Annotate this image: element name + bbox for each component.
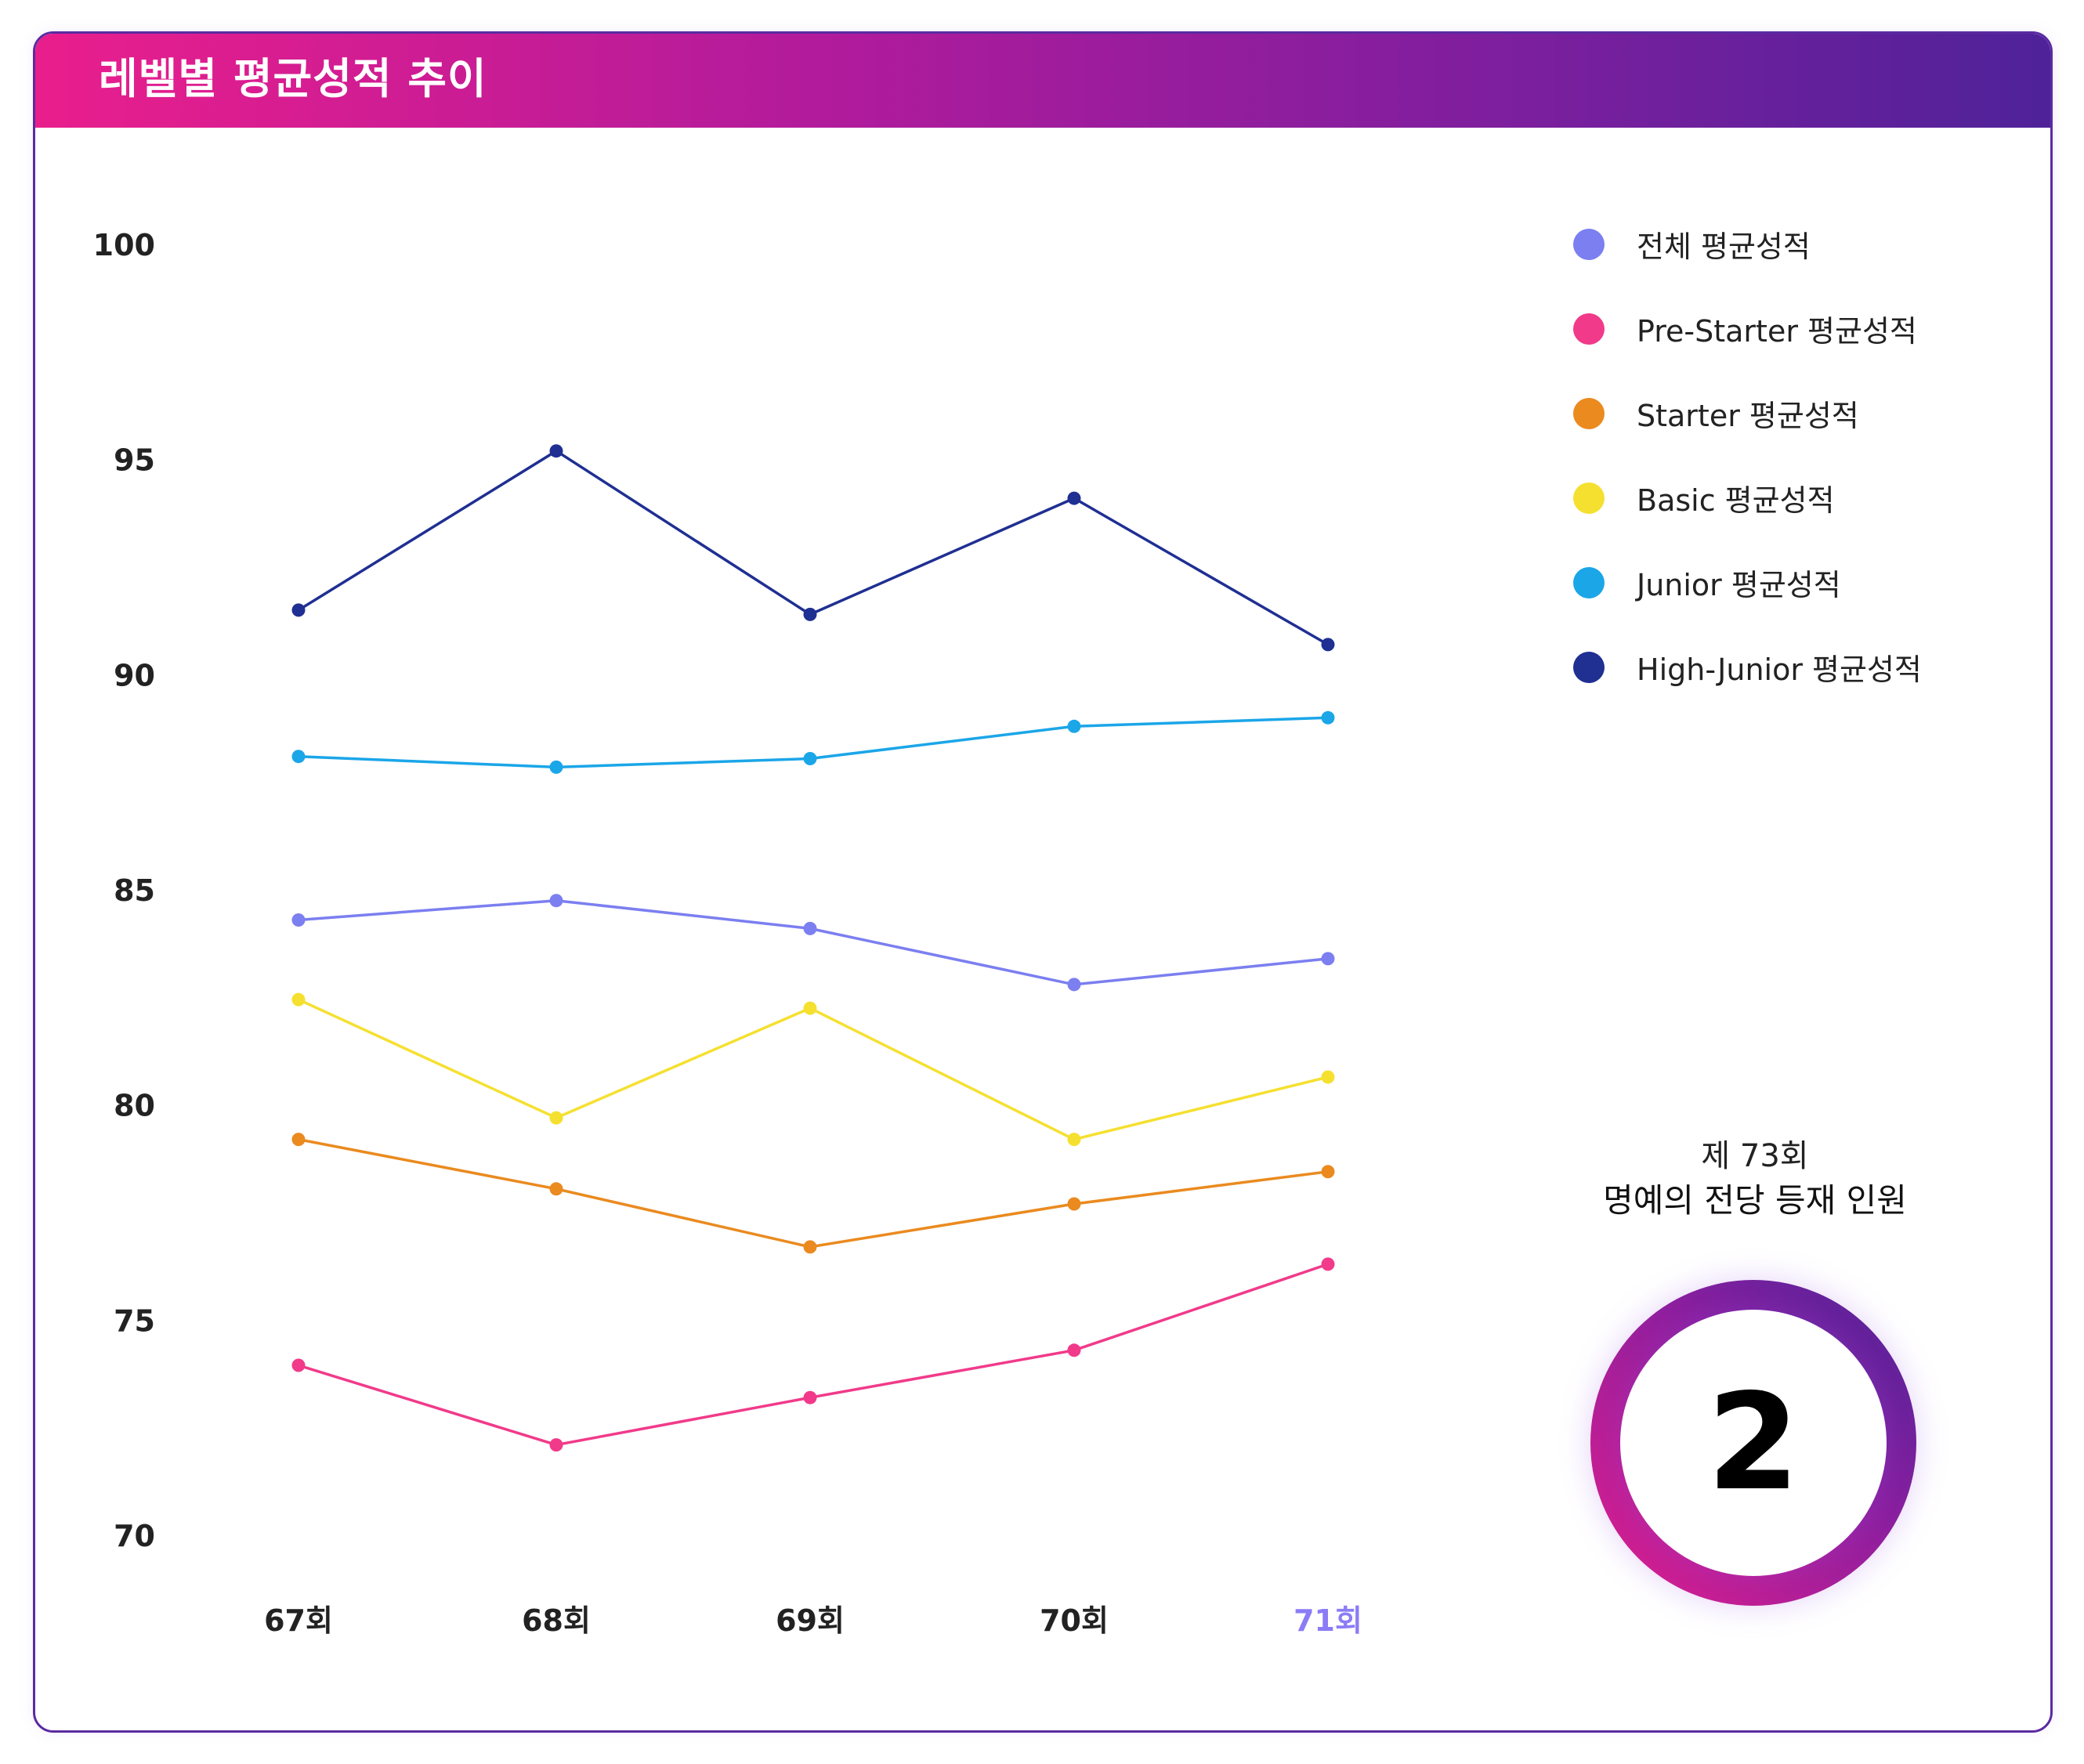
data-point [803, 1001, 817, 1015]
y-tick-label: 75 [114, 1303, 155, 1338]
data-point [549, 1438, 563, 1452]
y-tick-label: 80 [114, 1089, 155, 1123]
legend-swatch [1573, 398, 1605, 429]
data-point [549, 444, 563, 458]
data-point [291, 1133, 306, 1147]
data-point [1067, 491, 1081, 505]
chart-card: 레벨별 평균성적 추이 [33, 31, 2053, 1733]
data-point [1321, 710, 1335, 725]
x-tick-label: 71회 [1293, 1603, 1362, 1638]
data-point [803, 1390, 817, 1404]
data-point [291, 992, 306, 1007]
data-point [549, 894, 563, 908]
legend-item-starter[interactable]: Starter 평균성적 [1573, 389, 2043, 473]
hall-of-fame-edition: 제 73회 [1701, 1138, 1809, 1174]
card-header: 레벨별 평균성적 추이 [35, 34, 2050, 128]
legend-swatch [1573, 229, 1605, 260]
data-point [1067, 719, 1081, 733]
x-tick-label: 70회 [1040, 1603, 1109, 1638]
data-point [803, 921, 817, 935]
hall-of-fame-panel: 제 73회 명예의 전당 등재 인원 [1543, 1136, 1966, 1223]
data-point [1067, 1197, 1081, 1211]
y-tick-label: 100 [93, 228, 155, 262]
hall-of-fame-count: 2 [1706, 1365, 1800, 1520]
series-line [298, 998, 1329, 1141]
data-point [549, 1182, 563, 1196]
data-point [1067, 1133, 1081, 1147]
y-tick-label: 90 [114, 658, 155, 692]
data-point [1321, 1257, 1335, 1271]
series-line [298, 1137, 1329, 1249]
legend-label: Pre-Starter 평균성적 [1637, 314, 1917, 349]
legend-label: Junior 평균성적 [1637, 568, 1841, 602]
series-line [298, 898, 1329, 986]
data-point [291, 913, 306, 927]
series-line [298, 1263, 1329, 1447]
legend-item-pre-starter[interactable]: Pre-Starter 평균성적 [1573, 304, 2043, 389]
y-tick-label: 95 [114, 443, 155, 478]
legend-item-high-junior[interactable]: High-Junior 평균성적 [1573, 642, 2043, 727]
card-title: 레벨별 평균성적 추이 [99, 54, 487, 103]
legend-label: 전체 평균성적 [1637, 230, 1811, 264]
chart-legend: 전체 평균성적 Pre-Starter 평균성적 Starter 평균성적 Ba… [1573, 219, 2043, 727]
legend-item-basic[interactable]: Basic 평균성적 [1573, 473, 2043, 558]
data-point [803, 1240, 817, 1254]
legend-item-overall[interactable]: 전체 평균성적 [1573, 219, 2043, 304]
legend-swatch [1573, 313, 1605, 345]
data-point [291, 750, 306, 764]
legend-item-junior[interactable]: Junior 평균성적 [1573, 558, 2043, 642]
x-tick-label: 68회 [522, 1603, 591, 1638]
x-tick-label: 67회 [264, 1603, 333, 1638]
y-tick-label: 70 [114, 1519, 155, 1553]
data-point [1321, 1165, 1335, 1179]
data-point [1321, 1070, 1335, 1084]
data-point [1067, 1343, 1081, 1357]
hall-of-fame-title: 명예의 전당 등재 인원 [1603, 1181, 1907, 1220]
legend-label: Starter 평균성적 [1637, 399, 1859, 433]
data-point [549, 760, 563, 774]
ring-inner: 2 [1620, 1310, 1887, 1576]
data-point [291, 1358, 306, 1372]
legend-label: High-Junior 평균성적 [1637, 652, 1922, 687]
data-point [803, 607, 817, 621]
legend-label: Basic 평균성적 [1637, 483, 1835, 518]
y-tick-label: 85 [114, 873, 155, 908]
data-point [1321, 952, 1335, 966]
data-point [1321, 638, 1335, 652]
data-point [291, 603, 306, 617]
x-tick-label: 69회 [776, 1603, 845, 1638]
hall-of-fame-ring: 2 [1590, 1280, 1916, 1606]
legend-swatch [1573, 652, 1605, 683]
data-point [803, 752, 817, 765]
legend-swatch [1573, 483, 1605, 514]
data-point [1067, 978, 1081, 992]
legend-swatch [1573, 567, 1605, 598]
data-point [549, 1111, 563, 1125]
